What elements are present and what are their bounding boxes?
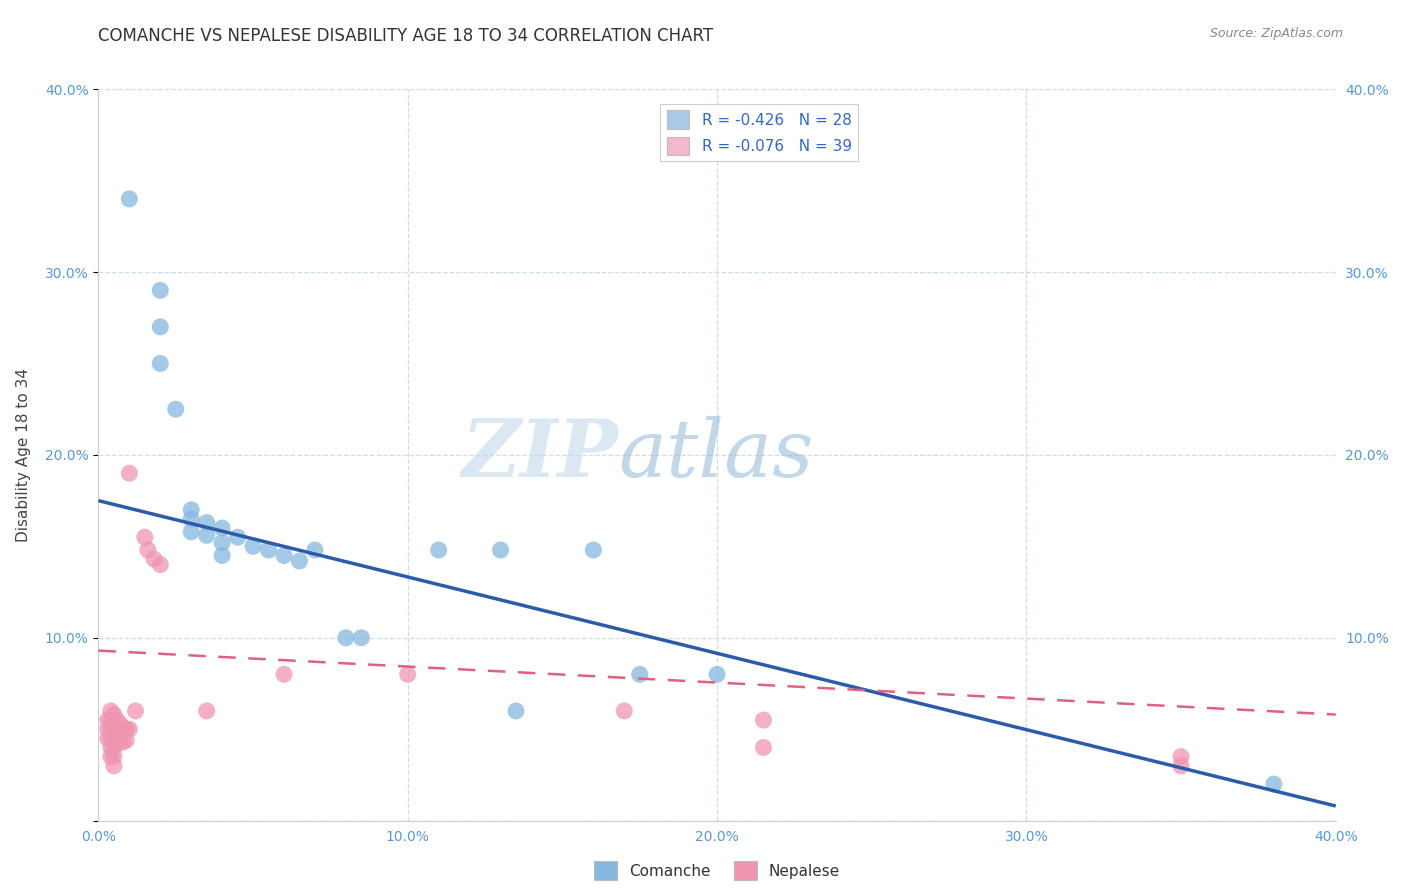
Point (100, 704, 122, 718)
Text: ZIP: ZIP (461, 417, 619, 493)
Point (105, 713, 128, 727)
Point (1170, 758, 1192, 772)
Point (143, 552, 166, 566)
Point (335, 631, 357, 645)
Point (288, 554, 311, 568)
Text: Source: ZipAtlas.com: Source: ZipAtlas.com (1209, 27, 1343, 40)
Text: atlas: atlas (619, 417, 814, 493)
Point (108, 716, 131, 731)
Point (149, 558, 172, 572)
Legend: Comanche, Nepalese: Comanche, Nepalese (588, 855, 846, 886)
Point (108, 728, 131, 742)
Point (613, 704, 636, 718)
Point (1263, 777, 1285, 791)
Point (100, 731, 122, 746)
Point (97, 723, 120, 737)
Point (115, 723, 138, 737)
Point (211, 521, 233, 535)
Point (304, 543, 326, 558)
Point (149, 284, 172, 298)
Point (505, 704, 527, 718)
Point (115, 733, 138, 747)
Point (706, 667, 728, 681)
Y-axis label: Disability Age 18 to 34: Disability Age 18 to 34 (15, 368, 31, 542)
Point (273, 667, 295, 681)
Point (489, 543, 512, 558)
Point (427, 543, 450, 558)
Point (97, 731, 120, 746)
Point (350, 631, 373, 645)
Text: COMANCHE VS NEPALESE DISABILITY AGE 18 TO 34 CORRELATION CHART: COMANCHE VS NEPALESE DISABILITY AGE 18 T… (98, 27, 714, 45)
Point (257, 543, 280, 558)
Point (180, 512, 202, 526)
Point (118, 192, 141, 206)
Point (112, 735, 135, 749)
Point (396, 667, 419, 681)
Point (195, 528, 218, 542)
Point (1170, 749, 1192, 764)
Point (134, 530, 156, 544)
Point (103, 749, 125, 764)
Point (103, 740, 125, 755)
Point (242, 539, 264, 553)
Point (165, 402, 187, 417)
Point (211, 535, 233, 549)
Point (100, 713, 122, 727)
Point (149, 320, 172, 334)
Point (105, 737, 128, 751)
Point (103, 718, 125, 732)
Point (100, 749, 122, 764)
Point (752, 713, 775, 727)
Point (103, 758, 125, 772)
Point (100, 723, 122, 737)
Point (582, 543, 605, 558)
Point (226, 530, 249, 544)
Point (752, 740, 775, 755)
Point (195, 516, 218, 530)
Point (136, 543, 159, 558)
Point (628, 667, 651, 681)
Point (97, 713, 120, 727)
Point (180, 524, 202, 539)
Point (105, 726, 128, 740)
Point (100, 740, 122, 755)
Point (118, 723, 141, 737)
Point (195, 704, 218, 718)
Point (103, 707, 125, 722)
Point (124, 704, 146, 718)
Point (149, 356, 172, 371)
Point (273, 549, 295, 563)
Point (118, 466, 141, 480)
Point (103, 730, 125, 744)
Point (112, 723, 135, 737)
Point (211, 549, 233, 563)
Point (180, 502, 202, 516)
